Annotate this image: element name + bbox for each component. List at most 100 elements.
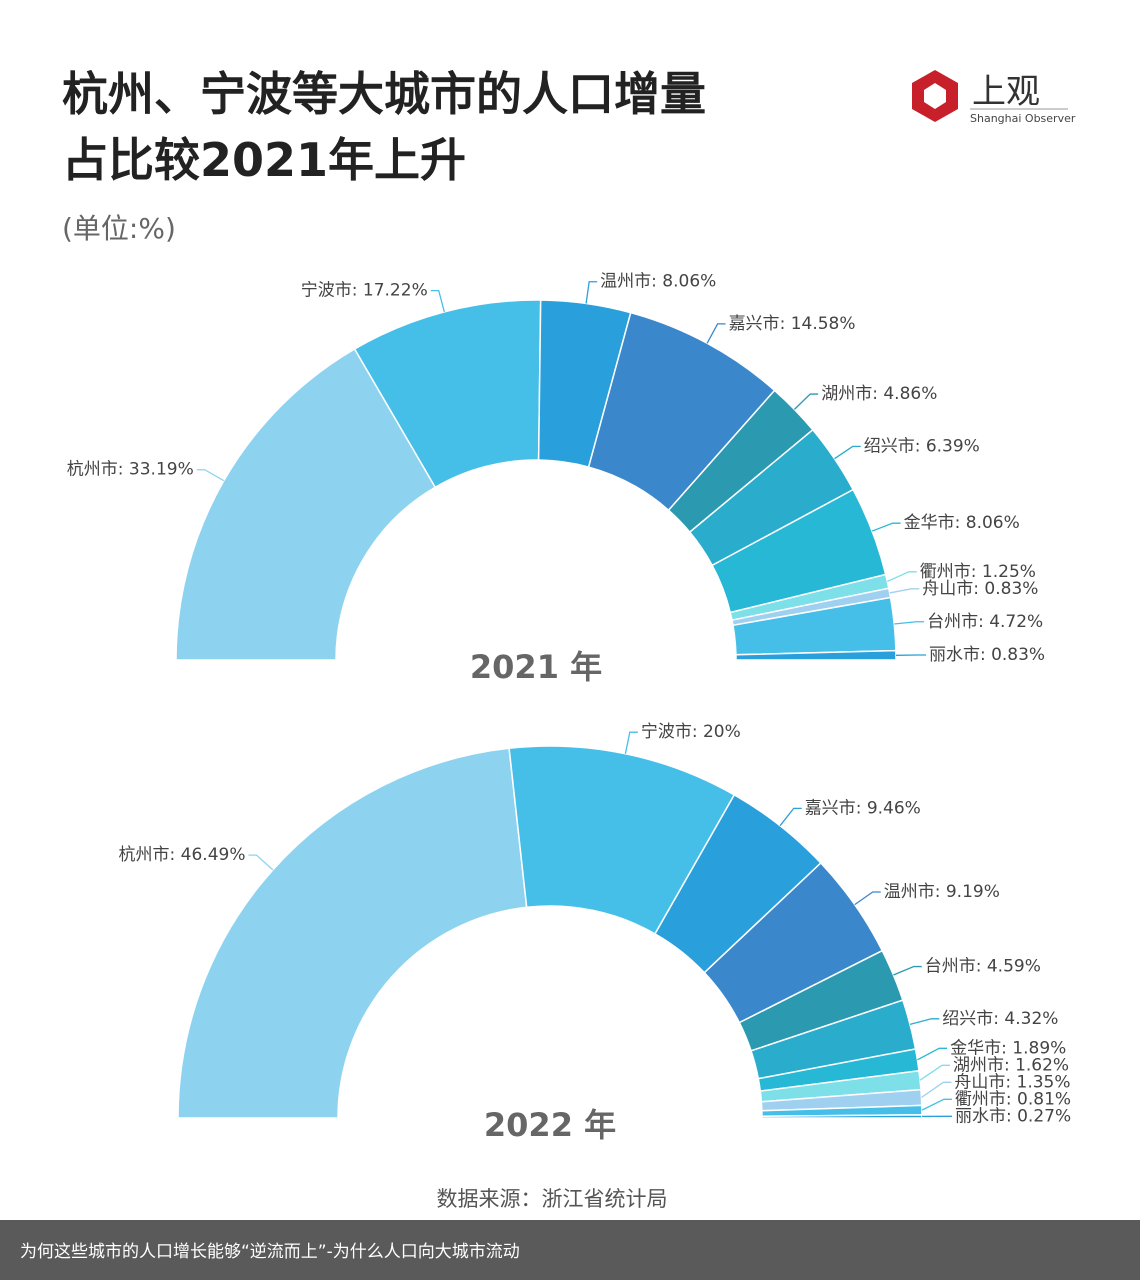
leader-line — [887, 571, 917, 582]
leader-line — [779, 807, 802, 827]
value-label: : 0.83% — [973, 579, 1038, 599]
leader-line — [430, 289, 445, 313]
category-name: 舟山市 — [954, 1072, 1005, 1092]
leader-line — [917, 1047, 948, 1061]
data-label: 嘉兴市: 9.46% — [805, 798, 921, 818]
category-name: 宁波市 — [301, 281, 352, 301]
pie-slice — [177, 747, 528, 1119]
logo-name: 上观 — [972, 72, 1040, 112]
data-label: 丽水市: 0.27% — [955, 1106, 1071, 1126]
leader-line — [834, 445, 861, 460]
data-label: 杭州市: 46.49% — [119, 845, 246, 865]
logo-subname: Shanghai Observer — [970, 112, 1076, 125]
chart-title: 2021 年 — [470, 648, 602, 686]
data-label: 台州市: 4.59% — [925, 957, 1041, 977]
caption-bar — [0, 1220, 1140, 1280]
data-label: 杭州市: 33.19% — [67, 460, 194, 480]
leader-line — [921, 1081, 952, 1099]
leader-line — [893, 965, 922, 976]
value-label: : 20% — [692, 722, 741, 742]
data-label: 湖州市: 4.86% — [821, 384, 937, 404]
data-label: 衢州市: 0.81% — [955, 1088, 1071, 1109]
category-name: 丽水市 — [955, 1106, 1006, 1126]
value-label: : 4.32% — [993, 1009, 1058, 1029]
value-label: : 8.06% — [651, 272, 716, 292]
value-label: : 0.83% — [980, 645, 1045, 665]
category-name: 湖州市 — [821, 384, 872, 404]
data-label: 温州市: 9.19% — [884, 882, 1000, 902]
leader-line — [919, 1064, 950, 1081]
value-label: : 4.59% — [976, 957, 1041, 977]
chart-title: 2022 年 — [484, 1106, 616, 1144]
leader-line — [871, 522, 901, 532]
value-label: : 1.35% — [1005, 1072, 1070, 1092]
category-name: 嘉兴市 — [805, 798, 856, 818]
logo: 上观 Shanghai Observer — [912, 70, 1076, 125]
data-label: 丽水市: 0.83% — [929, 645, 1045, 665]
source: 数据来源：浙江省统计局 — [437, 1187, 668, 1211]
data-label: 舟山市: 0.83% — [922, 579, 1038, 599]
category-name: 绍兴市 — [864, 436, 915, 456]
leader-line — [921, 1098, 952, 1111]
leader-line — [909, 1018, 940, 1025]
category-name: 丽水市 — [929, 645, 980, 665]
leader-line — [854, 891, 881, 906]
value-label: : 8.06% — [955, 513, 1020, 533]
category-name: 嘉兴市 — [729, 314, 780, 334]
data-label: 宁波市: 20% — [641, 722, 741, 742]
leader-line — [624, 731, 638, 754]
data-label: 金华市: 1.89% — [950, 1038, 1066, 1058]
value-label: : 4.72% — [978, 612, 1043, 632]
category-name: 湖州市 — [953, 1055, 1004, 1075]
category-name: 绍兴市 — [942, 1009, 993, 1029]
category-name: 温州市 — [600, 272, 651, 292]
pie-slice — [175, 347, 437, 661]
category-name: 温州市 — [884, 882, 935, 902]
title-line: 占比较2021年上升 — [62, 133, 466, 187]
value-label: : 1.89% — [1001, 1038, 1066, 1058]
subtitle: (单位:%) — [62, 212, 176, 245]
pie-slice — [735, 649, 897, 661]
leader-line — [793, 393, 819, 410]
category-name: 金华市 — [904, 513, 955, 533]
value-label: : 0.27% — [1006, 1106, 1071, 1126]
data-label: 台州市: 4.72% — [927, 612, 1043, 632]
leader-line — [248, 854, 274, 871]
value-label: : 4.86% — [872, 384, 937, 404]
category-name: 宁波市 — [641, 722, 692, 742]
category-name: 衢州市 — [920, 561, 971, 582]
data-label: 衢州市: 1.25% — [920, 561, 1036, 582]
data-label: 宁波市: 17.22% — [301, 281, 428, 301]
value-label: : 46.49% — [170, 845, 246, 865]
leader-line — [196, 469, 225, 482]
value-label: : 14.58% — [780, 314, 856, 334]
leader-line — [894, 621, 925, 625]
value-label: : 1.25% — [971, 562, 1036, 582]
data-label: 绍兴市: 6.39% — [864, 436, 980, 456]
leader-line — [706, 323, 726, 344]
category-name: 衢州市 — [955, 1088, 1006, 1109]
data-label: 绍兴市: 4.32% — [942, 1009, 1058, 1029]
pie-slice — [761, 1114, 923, 1119]
leader-line — [585, 281, 598, 304]
category-name: 舟山市 — [922, 579, 973, 599]
data-label: 嘉兴市: 14.58% — [729, 314, 856, 334]
caption: 为何这些城市的人口增长能够“逆流而上”-为什么人口向大城市流动 — [20, 1242, 520, 1262]
value-label: : 1.62% — [1004, 1055, 1069, 1075]
value-label: : 0.81% — [1006, 1089, 1071, 1109]
value-label: : 33.19% — [118, 460, 194, 480]
value-label: : 17.22% — [352, 281, 428, 301]
title-line: 杭州、宁波等大城市的人口增量 — [62, 67, 706, 121]
category-name: 台州市 — [927, 612, 978, 632]
data-label: 金华市: 8.06% — [904, 513, 1020, 533]
value-label: : 9.46% — [856, 798, 921, 818]
logo-icon-inner — [924, 83, 946, 109]
category-name: 杭州市 — [67, 460, 118, 480]
data-label: 舟山市: 1.35% — [954, 1072, 1070, 1092]
data-label: 湖州市: 1.62% — [953, 1055, 1069, 1075]
category-name: 金华市 — [950, 1038, 1001, 1058]
leader-line — [889, 588, 920, 594]
category-name: 台州市 — [925, 957, 976, 977]
value-label: : 9.19% — [935, 882, 1000, 902]
